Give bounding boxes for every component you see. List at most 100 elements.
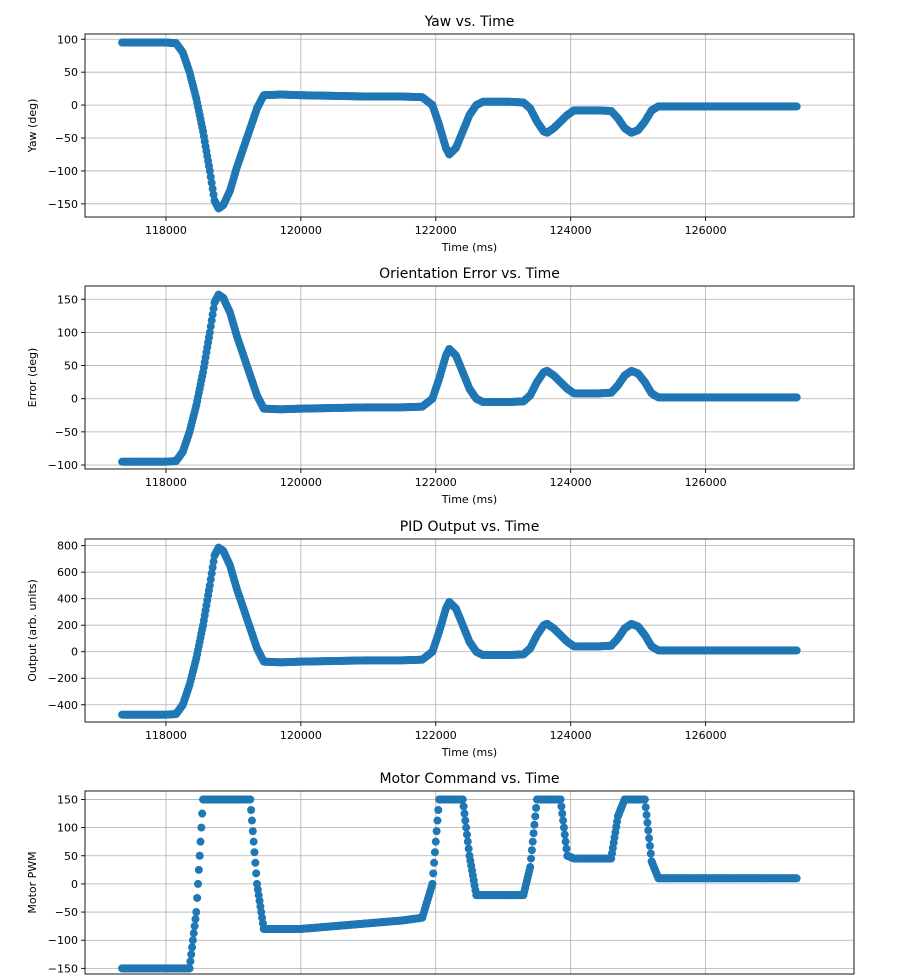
x-tick-label: 118000 <box>145 729 187 742</box>
data-point <box>185 964 194 973</box>
data-point <box>208 310 217 319</box>
chart-title: PID Output vs. Time <box>400 519 540 535</box>
data-point <box>206 575 215 584</box>
data-point <box>532 803 541 812</box>
data-point <box>432 827 441 836</box>
data-point <box>643 818 652 827</box>
data-point <box>196 837 205 846</box>
y-tick-label: −50 <box>55 132 78 145</box>
y-axis-label: Yaw (deg) <box>26 99 39 154</box>
data-point <box>205 328 214 337</box>
axes-frame <box>84 285 855 470</box>
data-point <box>462 830 471 839</box>
subplot-4: 150 100 50 0 −50 −100 −150 Motor Command vs. Ti… <box>26 771 855 975</box>
y-tick-label: −150 <box>48 962 78 975</box>
data-point <box>209 304 218 313</box>
y-tick-label: −150 <box>48 198 78 211</box>
data-point <box>645 834 654 843</box>
chart-title: Orientation Error vs. Time <box>379 266 560 282</box>
x-axis-label: Time (ms) <box>441 746 497 759</box>
y-tick-label: 150 <box>57 293 78 306</box>
y-axis-label: Output (arb. units) <box>26 579 39 682</box>
data-point <box>528 837 537 846</box>
x-tick-label: 120000 <box>280 729 322 742</box>
data-point <box>246 795 255 804</box>
data-point <box>190 922 199 931</box>
data-point <box>206 172 215 181</box>
y-tick-label: −200 <box>48 672 78 685</box>
axes-frame <box>84 538 855 723</box>
data-point <box>247 806 256 814</box>
data-point <box>792 393 801 402</box>
data-point <box>428 879 437 888</box>
y-tick-label: 0 <box>71 646 78 659</box>
y-tick-label: 50 <box>64 850 78 863</box>
x-tick-label: 126000 <box>685 729 727 742</box>
data-point <box>247 816 256 825</box>
data-point <box>561 837 570 846</box>
data-point <box>562 844 571 853</box>
data-point <box>527 846 536 855</box>
y-tick-label: 200 <box>57 619 78 632</box>
data-points <box>118 38 801 213</box>
data-point <box>207 178 216 187</box>
data-point <box>206 322 215 331</box>
data-point <box>558 809 567 818</box>
data-point <box>433 816 442 825</box>
y-tick-label: 0 <box>71 99 78 112</box>
y-tick-label: 0 <box>71 878 78 891</box>
y-tick-label: 600 <box>57 566 78 579</box>
data-point <box>559 816 568 825</box>
data-point <box>198 809 207 818</box>
data-point <box>556 795 565 804</box>
data-points <box>118 543 801 719</box>
x-tick-label: 122000 <box>415 476 457 489</box>
y-tick-label: −100 <box>48 934 78 947</box>
data-point <box>188 943 197 952</box>
data-point <box>527 854 536 863</box>
y-tick-label: 50 <box>64 360 78 373</box>
data-point <box>209 557 218 566</box>
data-point <box>792 874 801 883</box>
data-point <box>205 166 214 175</box>
y-axis-label: Error (deg) <box>26 348 39 408</box>
y-tick-label: −50 <box>55 426 78 439</box>
data-point <box>430 848 439 857</box>
x-tick-label: 124000 <box>550 729 592 742</box>
y-tick-label: −400 <box>48 699 78 712</box>
axes-frame <box>84 790 855 975</box>
y-tick-label: 50 <box>64 66 78 79</box>
x-tick-label: 122000 <box>415 224 457 237</box>
data-point <box>249 837 258 846</box>
data-point <box>194 865 203 874</box>
y-tick-label: 100 <box>57 33 78 46</box>
y-tick-label: 100 <box>57 822 78 835</box>
data-point <box>792 102 801 111</box>
x-tick-label: 126000 <box>685 476 727 489</box>
data-point <box>193 879 202 888</box>
y-tick-label: 400 <box>57 593 78 606</box>
x-tick-label: 118000 <box>145 476 187 489</box>
data-point <box>530 820 539 829</box>
data-point <box>186 957 195 966</box>
y-axis-label: Motor PWM <box>26 851 39 913</box>
data-point <box>208 563 217 572</box>
x-tick-label: 122000 <box>415 729 457 742</box>
data-point <box>461 816 470 825</box>
data-point <box>646 849 655 858</box>
y-tick-label: −100 <box>48 459 78 472</box>
data-point <box>526 863 535 872</box>
x-axis-label: Time (ms) <box>441 493 497 506</box>
data-point <box>248 827 257 836</box>
data-point <box>430 858 439 867</box>
data-point <box>207 316 216 325</box>
data-point <box>188 936 197 945</box>
data-point <box>462 823 471 832</box>
data-point <box>644 826 653 835</box>
data-point <box>193 893 202 902</box>
data-point <box>207 569 216 578</box>
x-tick-label: 126000 <box>685 224 727 237</box>
data-point <box>460 809 469 818</box>
data-points <box>118 290 801 466</box>
y-tick-label: −50 <box>55 906 78 919</box>
